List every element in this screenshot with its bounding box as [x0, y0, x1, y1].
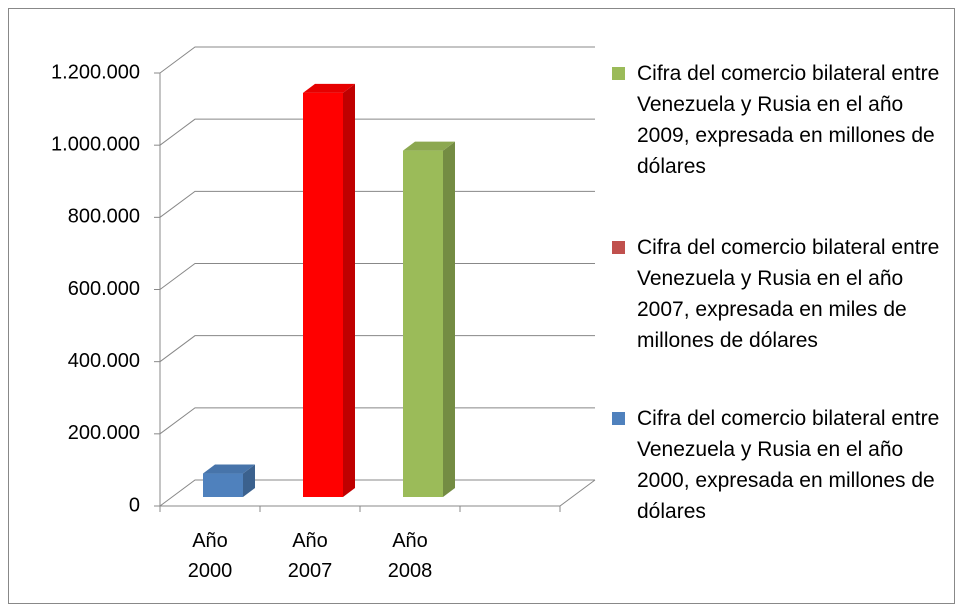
- bar-side: [443, 141, 455, 497]
- chart-frame: [8, 8, 955, 604]
- legend-item: Cifra del comercio bilateral entre Venez…: [612, 403, 942, 527]
- grid-line: [159, 118, 595, 146]
- legend-label: Cifra del comercio bilateral entre Venez…: [637, 407, 940, 523]
- y-tick-label: 600.000: [68, 278, 140, 300]
- y-tick-label: 1.200.000: [51, 61, 140, 83]
- grid-line: [159, 335, 595, 363]
- bar-side: [243, 464, 255, 497]
- legend-swatch: [612, 241, 625, 254]
- y-tick-label: 1.000.000: [51, 133, 140, 155]
- x-tick-label: Año 2007: [287, 530, 333, 582]
- bar-top: [403, 141, 455, 151]
- grid-line: [159, 479, 595, 507]
- legend-swatch: [612, 67, 625, 80]
- x-tick-label: Año 2000: [187, 530, 233, 582]
- grid-line: [159, 407, 595, 435]
- legend-item: Cifra del comercio bilateral entre Venez…: [612, 58, 942, 182]
- grid-line: [159, 46, 595, 74]
- bar-top: [203, 464, 255, 474]
- bar: [403, 150, 443, 497]
- grid-line: [159, 263, 595, 290]
- y-tick-label: 0: [129, 494, 140, 516]
- legend-label: Cifra del comercio bilateral entre Venez…: [637, 236, 940, 352]
- x-tick-label: Año 2008: [387, 530, 433, 582]
- y-tick-label: 200.000: [68, 422, 140, 444]
- y-tick-label: 400.000: [68, 350, 140, 372]
- bar: [303, 92, 343, 497]
- grid-line: [159, 190, 595, 218]
- bar: [203, 473, 243, 497]
- legend-swatch: [612, 412, 625, 425]
- bar-top: [303, 83, 355, 93]
- y-tick-label: 800.000: [68, 206, 140, 228]
- legend-label: Cifra del comercio bilateral entre Venez…: [637, 62, 940, 178]
- bar-side: [343, 83, 355, 497]
- legend-item: Cifra del comercio bilateral entre Venez…: [612, 232, 942, 356]
